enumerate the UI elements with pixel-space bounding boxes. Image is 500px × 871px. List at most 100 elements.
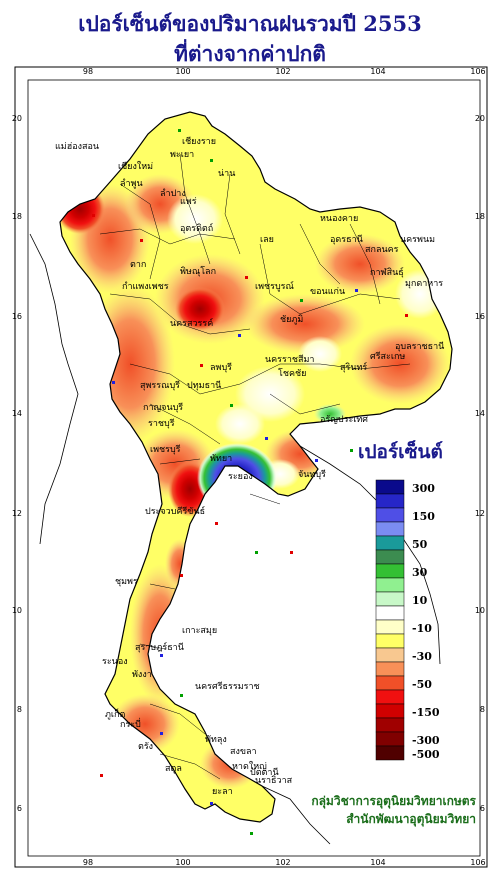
legend-label: -50 bbox=[412, 678, 432, 691]
place-label: เลย bbox=[260, 235, 274, 245]
place-label: อุตรดิตถ์ bbox=[180, 222, 213, 234]
x-tick-label: 106 bbox=[470, 67, 485, 76]
place-label: ระยอง bbox=[228, 472, 253, 482]
place-label: แพร่ bbox=[180, 197, 197, 207]
legend-swatch bbox=[375, 535, 405, 551]
y-tick-label: 8 bbox=[480, 705, 485, 714]
map-title-line1: เปอร์เซ็นต์ของปริมาณฝนรวมปี 2553 bbox=[78, 11, 422, 36]
place-label: ระนอง bbox=[102, 657, 128, 667]
y-tick-label: 16 bbox=[12, 312, 22, 321]
place-label: กระบี่ bbox=[120, 717, 141, 730]
station-markers bbox=[92, 129, 408, 835]
place-label: ตรัง bbox=[138, 742, 153, 752]
legend-swatch bbox=[375, 479, 405, 495]
place-label: ปทุมธานี bbox=[187, 380, 221, 391]
legend-swatch bbox=[375, 577, 405, 593]
place-label: เชียงใหม่ bbox=[118, 161, 153, 172]
place-label: หาดใหญ่ bbox=[232, 761, 267, 772]
legend-label: 50 bbox=[412, 538, 428, 551]
legend-swatch bbox=[375, 633, 405, 649]
legend-colorbar: 300 150 50 30 10 -10 -30 -50 -150 -300-500 bbox=[375, 479, 440, 761]
place-label: ชุมพร bbox=[115, 577, 138, 587]
legend-swatch bbox=[375, 521, 405, 537]
place-label: ลพบุรี bbox=[210, 362, 232, 373]
legend-label: -10 bbox=[412, 622, 432, 635]
place-label: สตูล bbox=[165, 764, 182, 774]
y-tick-label: 20 bbox=[12, 114, 22, 123]
place-label: อรัญประเทศ bbox=[320, 415, 368, 425]
x-tick-label: 106 bbox=[470, 858, 485, 867]
place-label: ราชบุรี bbox=[148, 418, 175, 429]
place-label: นครพนม bbox=[400, 235, 435, 245]
legend-swatch bbox=[375, 493, 405, 509]
y-tick-label: 16 bbox=[475, 312, 485, 321]
legend-swatch bbox=[375, 717, 405, 733]
y-tick-label: 20 bbox=[475, 114, 485, 123]
y-tick-label: 14 bbox=[475, 409, 485, 418]
legend-swatch bbox=[375, 703, 405, 719]
place-label: เกาะสมุย bbox=[182, 626, 217, 636]
place-label: นราธิวาส bbox=[255, 775, 293, 786]
y-tick-label: 12 bbox=[12, 509, 22, 518]
place-label: ลำปาง bbox=[160, 188, 186, 199]
y-tick-label: 14 bbox=[12, 409, 22, 418]
place-label: เพชรบุรี bbox=[150, 444, 181, 455]
place-label: นครศรีธรรมราช bbox=[195, 681, 260, 692]
y-tick-label: 12 bbox=[475, 509, 485, 518]
x-tick-label: 98 bbox=[83, 67, 93, 76]
legend-label: 150 bbox=[412, 510, 435, 523]
x-tick-label: 104 bbox=[370, 858, 385, 867]
legend-swatch bbox=[375, 731, 405, 747]
place-label: พะเยา bbox=[170, 150, 194, 160]
legend-label: -30 bbox=[412, 650, 432, 663]
place-label: ภูเก็ต bbox=[105, 707, 125, 720]
legend-swatch bbox=[375, 563, 405, 579]
place-label: หนองคาย bbox=[320, 214, 358, 224]
y-axis-ticks: 20 20 18 18 16 16 14 14 12 12 10 10 8 8 6 6 bbox=[12, 114, 485, 813]
place-label: มุกดาหาร bbox=[405, 279, 443, 289]
legend-swatch bbox=[375, 689, 405, 705]
place-label: นครสวรรค์ bbox=[170, 317, 213, 329]
place-label: พังงา bbox=[132, 670, 152, 680]
y-tick-label: 6 bbox=[480, 804, 485, 813]
place-label: โชคชัย bbox=[278, 368, 306, 379]
place-label: ตาก bbox=[130, 260, 146, 270]
y-tick-label: 6 bbox=[17, 804, 22, 813]
legend-swatch bbox=[375, 549, 405, 565]
place-label: ศรีสะเกษ bbox=[370, 351, 405, 362]
place-label: กำแพงเพชร bbox=[122, 281, 169, 292]
legend-swatch bbox=[375, 605, 405, 621]
malaysia-coast bbox=[261, 785, 331, 845]
place-label: กาฬสินธุ์ bbox=[370, 266, 404, 278]
legend-swatch bbox=[375, 647, 405, 663]
x-tick-label: 104 bbox=[370, 67, 385, 76]
place-label: จันทบุรี bbox=[298, 469, 326, 480]
y-tick-label: 10 bbox=[12, 606, 22, 615]
legend-title: เปอร์เซ็นต์ bbox=[358, 441, 443, 463]
legend-label: -300 bbox=[412, 734, 440, 747]
place-label: เพชรบูรณ์ bbox=[255, 280, 294, 292]
place-label: สุราษฎร์ธานี bbox=[135, 641, 184, 653]
place-label: อุบลราชธานี bbox=[395, 341, 444, 352]
place-label: พัทลุง bbox=[205, 735, 227, 745]
place-label: อุดรธานี bbox=[330, 234, 363, 245]
place-label: น่าน bbox=[218, 169, 235, 179]
place-label: ประจวบคีรีขันธ์ bbox=[145, 505, 205, 517]
place-label: นครราชสีมา bbox=[265, 354, 314, 365]
place-label: พิษณุโลก bbox=[180, 266, 216, 277]
credit-line1: กลุ่มวิชาการอุตุนิยมวิทยาเกษตร bbox=[311, 794, 476, 808]
y-tick-label: 18 bbox=[12, 212, 22, 221]
place-label: ปัตตานี bbox=[250, 767, 279, 778]
legend-label: 30 bbox=[412, 566, 428, 579]
place-label: ชัยภูมิ bbox=[280, 314, 303, 325]
x-tick-label: 102 bbox=[275, 67, 290, 76]
legend-swatch bbox=[375, 619, 405, 635]
place-label: แม่ฮ่องสอน bbox=[55, 142, 99, 152]
credit-line2: สำนักพัฒนาอุตุนิยมวิทยา bbox=[346, 812, 476, 826]
place-label: สกลนคร bbox=[365, 245, 399, 255]
y-tick-label: 10 bbox=[475, 606, 485, 615]
place-label: ขอนแก่น bbox=[310, 287, 345, 297]
place-label: สงขลา bbox=[230, 747, 257, 757]
